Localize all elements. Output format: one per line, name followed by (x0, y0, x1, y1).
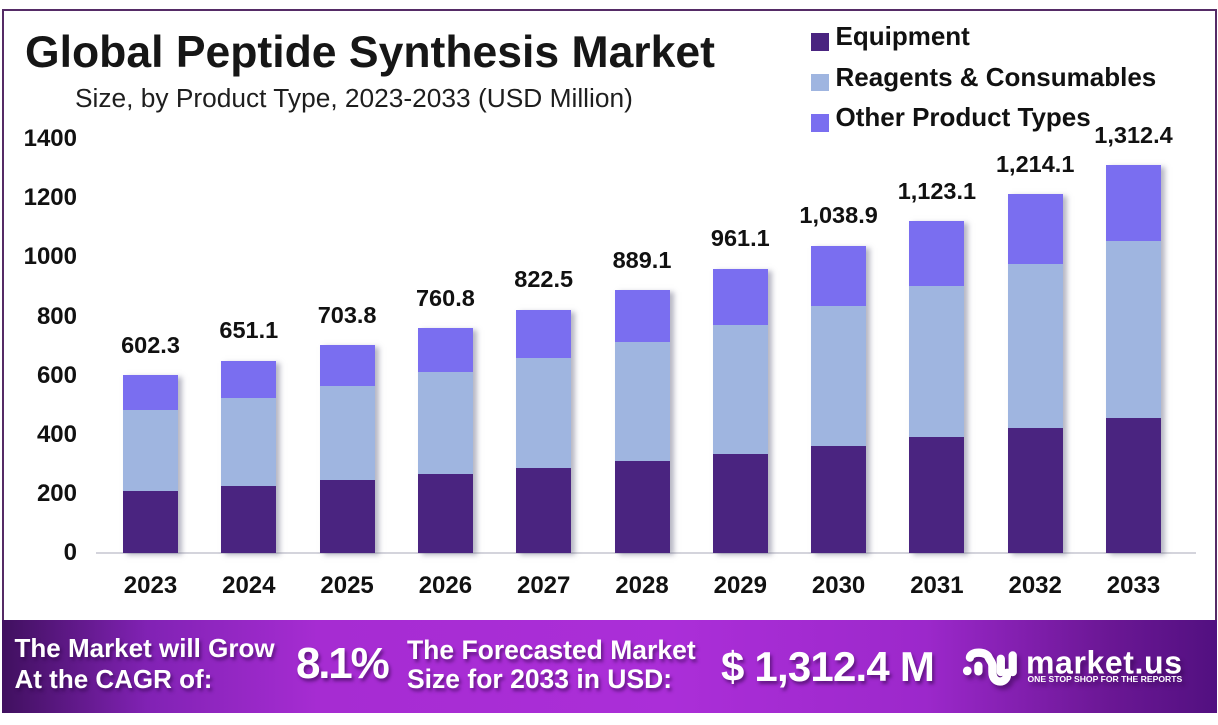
svg-text:market.us: market.us (1026, 645, 1183, 681)
svg-text:ONE STOP SHOP FOR THE REPORTS: ONE STOP SHOP FOR THE REPORTS (1027, 674, 1182, 684)
